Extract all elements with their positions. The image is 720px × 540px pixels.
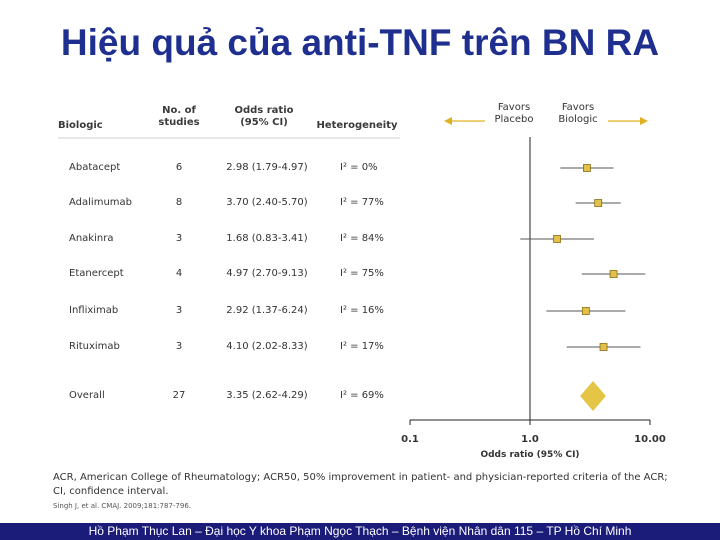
overall-heterogeneity: I² = 69% — [340, 390, 384, 401]
overall-study-count: 27 — [172, 390, 186, 401]
row-biologic-name: Abatacept — [69, 162, 121, 173]
x-tick-label: 10.00 — [634, 434, 666, 445]
favors-placebo-arrowhead — [444, 117, 452, 125]
row-heterogeneity: I² = 84% — [340, 233, 384, 244]
row-heterogeneity: I² = 17% — [340, 341, 384, 352]
header-heterogeneity: Heterogeneity — [316, 120, 398, 131]
header-odds-ratio: Odds ratio (95% CI) — [234, 105, 294, 128]
row-odds-ratio-text: 3.70 (2.40-5.70) — [226, 197, 308, 208]
row-biologic-name: Anakinra — [69, 233, 114, 244]
row-heterogeneity: I² = 77% — [340, 197, 384, 208]
row-biologic-name: Rituximab — [69, 341, 120, 352]
row-odds-ratio-text: 1.68 (0.83-3.41) — [226, 233, 308, 244]
row-odds-ratio-text: 2.92 (1.37-6.24) — [226, 305, 308, 316]
row-biologic-name: Adalimumab — [69, 197, 132, 208]
row-study-count: 3 — [175, 341, 183, 352]
slide-footer: Hồ Phạm Thục Lan – Đại học Y khoa Phạm N… — [0, 523, 720, 540]
row-study-count: 6 — [175, 162, 183, 173]
footnote-line-2: CI, confidence interval. — [53, 486, 169, 497]
row-biologic-name: Etanercept — [69, 268, 124, 279]
favors-biologic-arrowhead — [640, 117, 648, 125]
row-biologic-name: Infliximab — [69, 305, 119, 316]
favors-biologic-label: Favors Biologic — [558, 102, 598, 125]
x-tick-label: 0.1 — [401, 434, 419, 445]
x-axis-label: Odds ratio (95% CI) — [480, 450, 579, 460]
row-odds-ratio-text: 4.10 (2.02-8.33) — [226, 341, 308, 352]
point-estimate-marker — [599, 343, 608, 351]
row-study-count: 3 — [175, 305, 183, 316]
point-estimate-marker — [583, 164, 591, 172]
citation: Singh J, et al. CMAJ. 2009;181:787-796. — [53, 502, 192, 510]
row-heterogeneity: I² = 16% — [340, 305, 384, 316]
overall-diamond — [580, 381, 606, 411]
footnote-line-1: ACR, American College of Rheumatology; A… — [53, 472, 668, 483]
row-heterogeneity: I² = 75% — [340, 268, 384, 279]
row-study-count: 8 — [175, 197, 183, 208]
point-estimate-marker — [594, 199, 603, 207]
x-tick-label: 1.0 — [521, 434, 539, 445]
row-study-count: 4 — [175, 268, 183, 279]
row-heterogeneity: I² = 0% — [340, 162, 378, 173]
favors-placebo-label: Favors Placebo — [494, 102, 534, 125]
overall-label: Overall — [69, 390, 105, 401]
overall-odds-ratio-text: 3.35 (2.62-4.29) — [226, 390, 308, 401]
header-studies: No. of studies — [158, 105, 200, 128]
row-odds-ratio-text: 4.97 (2.70-9.13) — [226, 268, 308, 279]
point-estimate-marker — [609, 270, 618, 278]
row-study-count: 3 — [175, 233, 183, 244]
point-estimate-marker — [553, 235, 561, 243]
header-biologic: Biologic — [58, 120, 103, 131]
row-odds-ratio-text: 2.98 (1.79-4.97) — [226, 162, 308, 173]
slide-title: Hiệu quả của anti-TNF trên BN RA — [60, 22, 660, 63]
point-estimate-marker — [581, 307, 590, 315]
